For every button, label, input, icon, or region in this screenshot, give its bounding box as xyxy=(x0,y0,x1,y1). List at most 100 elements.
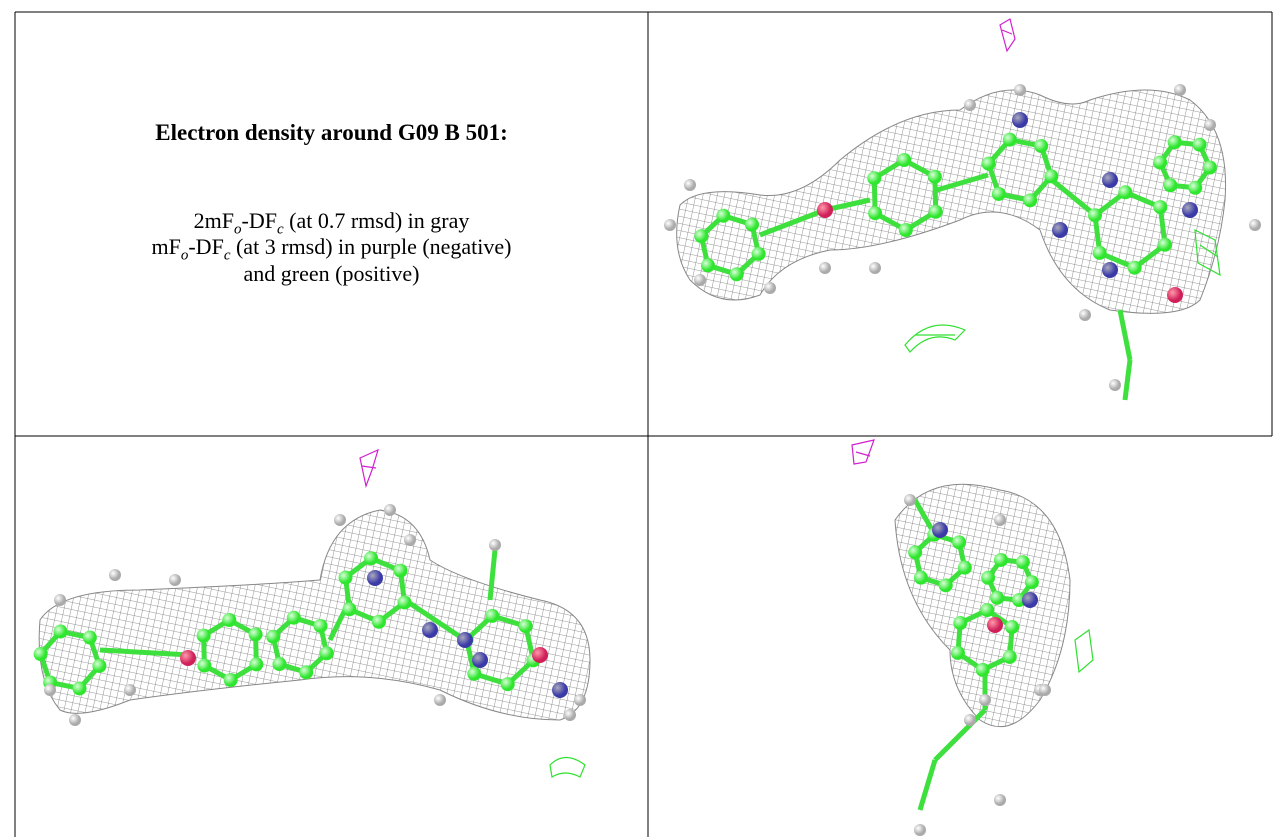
atom xyxy=(272,657,286,671)
hydrogen xyxy=(384,504,396,516)
atom xyxy=(981,571,995,585)
atom xyxy=(992,187,1006,201)
nitrogen xyxy=(1182,202,1198,218)
atom xyxy=(467,667,481,681)
nitrogen xyxy=(1052,222,1068,238)
hydrogen xyxy=(489,539,501,551)
nitrogen xyxy=(552,682,568,698)
atom xyxy=(397,595,411,609)
text-part: (at 0.7 rmsd) in gray xyxy=(284,208,470,233)
atom xyxy=(266,630,280,644)
hydrogen xyxy=(694,274,706,286)
atom xyxy=(914,571,928,585)
hydrogen xyxy=(764,282,776,294)
atom xyxy=(364,551,378,565)
hydrogen xyxy=(964,714,976,726)
atom xyxy=(1016,555,1030,569)
atom xyxy=(1188,181,1202,195)
atom xyxy=(928,170,942,184)
atom xyxy=(1025,575,1039,589)
text-part: mF xyxy=(152,234,181,259)
atom xyxy=(1005,620,1019,634)
atom xyxy=(868,206,882,220)
atom xyxy=(372,615,386,629)
atom xyxy=(951,646,965,660)
atom xyxy=(83,631,97,645)
nitrogen xyxy=(472,652,488,668)
atom xyxy=(701,258,715,272)
density-mesh xyxy=(39,90,1225,727)
oxygen xyxy=(532,647,548,663)
hydrogen xyxy=(994,514,1006,526)
atom xyxy=(485,609,499,623)
bond xyxy=(935,710,985,760)
hydrogen xyxy=(964,99,976,111)
atom xyxy=(1153,156,1167,170)
hydrogen xyxy=(914,824,926,836)
atom xyxy=(980,603,994,617)
hydrogen xyxy=(664,219,676,231)
hydrogen xyxy=(54,594,66,606)
hydrogen xyxy=(819,262,831,274)
figure-table: Electron density around G09 B 501: 2mFo-… xyxy=(0,0,1273,837)
atom xyxy=(1193,138,1207,152)
bond xyxy=(1125,360,1130,400)
atom xyxy=(1023,193,1037,207)
atom xyxy=(501,677,515,691)
atom xyxy=(716,209,730,223)
hydrogen xyxy=(994,794,1006,806)
hydrogen xyxy=(574,694,586,706)
atom xyxy=(92,659,106,673)
atom xyxy=(976,663,990,677)
legend-line: and green (positive) xyxy=(15,261,648,287)
atom xyxy=(1128,261,1142,275)
nitrogen xyxy=(1102,262,1118,278)
atom xyxy=(1153,200,1167,214)
text-part: 2mF xyxy=(194,208,234,233)
atom xyxy=(730,267,744,281)
atom xyxy=(939,578,953,592)
hydrogen xyxy=(1174,84,1186,96)
hydrogen xyxy=(1079,309,1091,321)
atom xyxy=(314,619,328,633)
hydrogen xyxy=(1039,684,1051,696)
atom xyxy=(222,613,236,627)
atom xyxy=(953,616,967,630)
hydrogen xyxy=(979,694,991,706)
atom xyxy=(897,153,911,167)
atom xyxy=(752,247,766,261)
atom xyxy=(1158,238,1172,252)
atom xyxy=(990,591,1004,605)
atom xyxy=(1034,139,1048,153)
atom xyxy=(982,157,996,171)
panel-title: Electron density around G09 B 501: xyxy=(15,120,648,146)
atom xyxy=(1163,178,1177,192)
oxygen xyxy=(987,617,1003,633)
atom xyxy=(694,229,708,243)
atom xyxy=(34,647,48,661)
atom xyxy=(299,665,313,679)
nitrogen xyxy=(1102,172,1118,188)
hydrogen xyxy=(1109,379,1121,391)
atom xyxy=(1093,246,1107,260)
bond xyxy=(1120,310,1130,360)
atom xyxy=(342,602,356,616)
hydrogen xyxy=(564,709,576,721)
oxygen xyxy=(1167,287,1183,303)
atom xyxy=(197,629,211,643)
atom xyxy=(1003,650,1017,664)
atom xyxy=(994,553,1008,567)
hydrogen xyxy=(109,569,121,581)
atom xyxy=(952,535,966,549)
atom xyxy=(73,681,87,695)
atom xyxy=(1003,133,1017,147)
atom xyxy=(745,218,759,232)
nitrogen xyxy=(367,570,383,586)
atom xyxy=(249,627,263,641)
atom xyxy=(867,171,881,185)
atom xyxy=(899,223,913,237)
nitrogen xyxy=(457,632,473,648)
text-part: -DF xyxy=(242,208,277,233)
nitrogen xyxy=(1012,112,1028,128)
hydrogen xyxy=(404,534,416,546)
